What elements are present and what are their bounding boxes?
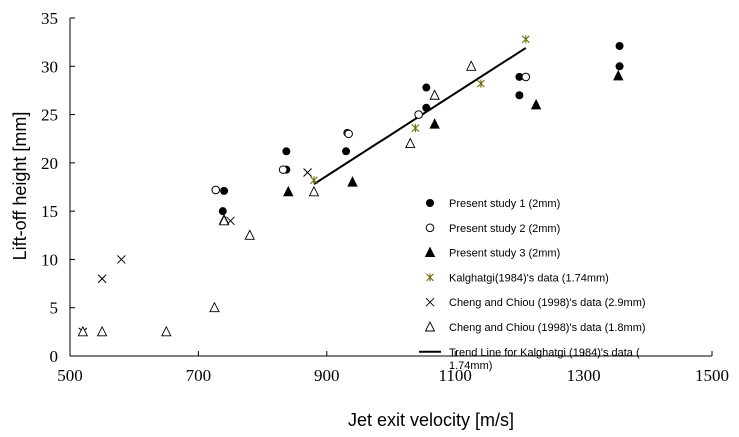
legend-item: Present study 2 (2mm) (425, 223, 560, 235)
legend-item: Present study 1 (2mm) (426, 198, 560, 210)
data-point (96, 325, 108, 337)
legend-marker (425, 223, 435, 233)
legend-label: Trend Line for Kalghatgi (1984)'s data ( (449, 347, 640, 359)
data-point (347, 176, 358, 187)
data-point (411, 124, 420, 133)
data-point (521, 35, 530, 44)
data-point (476, 79, 485, 88)
data-point (218, 214, 230, 226)
legend-item: Kalghatgi(1984)'s data (1.74mm) (426, 272, 609, 284)
data-point (278, 165, 288, 174)
x-marker-stroke (303, 168, 312, 177)
legend-label: Present study 3 (2mm) (449, 248, 560, 260)
data-point (466, 60, 477, 71)
data-point (218, 207, 227, 216)
data-point (342, 147, 351, 156)
legend-label: Cheng and Chiou (1998)'s data (2.9mm) (449, 297, 646, 309)
y-tick-label: 0 (50, 347, 59, 366)
legend-label: Cheng and Chiou (1998)'s data (1.8mm) (449, 322, 646, 334)
y-tick-label: 5 (50, 299, 59, 318)
legend-item: Cheng and Chiou (1998)'s data (2.9mm) (425, 297, 646, 309)
data-point (308, 185, 320, 197)
series-6 (77, 60, 477, 337)
axes (69, 18, 712, 357)
y-tick-label: 20 (41, 154, 58, 173)
data-point (344, 129, 353, 139)
series-4 (310, 35, 530, 185)
legend-marker (426, 273, 434, 282)
data-point (530, 98, 542, 110)
y-tick-label: 25 (41, 106, 58, 125)
legend-marker (425, 297, 435, 307)
legend-marker (424, 246, 436, 258)
series-2 (211, 72, 531, 195)
legend-label: Present study 1 (2mm) (449, 198, 560, 210)
x-marker-stroke (117, 255, 126, 264)
data-point (613, 69, 624, 81)
data-point (521, 72, 531, 82)
x-tick-label: 900 (314, 366, 340, 385)
data-point (211, 185, 221, 195)
data-point (422, 103, 431, 112)
y-axis-title: Lift-off height [mm] (10, 112, 30, 261)
data-point (97, 274, 107, 284)
data-point (117, 255, 126, 264)
data-point (220, 186, 229, 195)
data-point (515, 72, 524, 81)
data-point (310, 176, 318, 185)
data-point (615, 42, 624, 51)
x-tick-label: 1300 (567, 366, 601, 385)
y-tick-label: 30 (41, 57, 58, 76)
data-point (161, 325, 172, 337)
data-point (77, 325, 89, 337)
legend-label: Kalghatgi(1984)'s data (1.74mm) (449, 272, 609, 284)
legend-item: Present study 3 (2mm) (424, 246, 560, 260)
data-point (615, 62, 624, 71)
legend: Present study 1 (2mm) Present study 2 (2m… (419, 198, 646, 372)
legend-label: 1.74mm) (449, 360, 492, 372)
legend-item: Cheng and Chiou (1998)'s data (1.8mm) (424, 320, 646, 334)
x-tick-label: 1500 (695, 366, 729, 385)
x-marker-stroke (97, 274, 107, 284)
legend-marker (424, 320, 436, 332)
legend-marker (426, 199, 434, 207)
x-tick-label: 700 (186, 366, 212, 385)
data-point (414, 110, 423, 119)
data-point (429, 118, 440, 129)
data-point (282, 147, 291, 156)
data-point (405, 137, 416, 148)
data-points (77, 35, 624, 337)
x-tick-label: 1100 (439, 366, 472, 385)
data-point (515, 91, 524, 100)
data-point (422, 83, 431, 92)
data-point (209, 301, 220, 313)
y-tick-label: 15 (41, 202, 58, 221)
data-point (283, 185, 294, 197)
data-point (429, 89, 440, 100)
y-tick-label: 10 (41, 250, 58, 269)
legend-label: Present study 2 (2mm) (449, 223, 560, 235)
x-axis-title: Jet exit velocity [m/s] (348, 410, 514, 430)
legend-item-trend: Trend Line for Kalghatgi (1984)'s data (… (419, 347, 640, 372)
y-tick-label: 35 (41, 9, 58, 28)
x-tick-label: 500 (57, 366, 83, 385)
data-point (244, 229, 255, 240)
tick-labels: 500 700 900 1100 1300 1500 0 5 10 15 20 25 30 35 (41, 9, 729, 385)
data-point (303, 168, 312, 177)
x-marker-stroke (425, 297, 435, 307)
